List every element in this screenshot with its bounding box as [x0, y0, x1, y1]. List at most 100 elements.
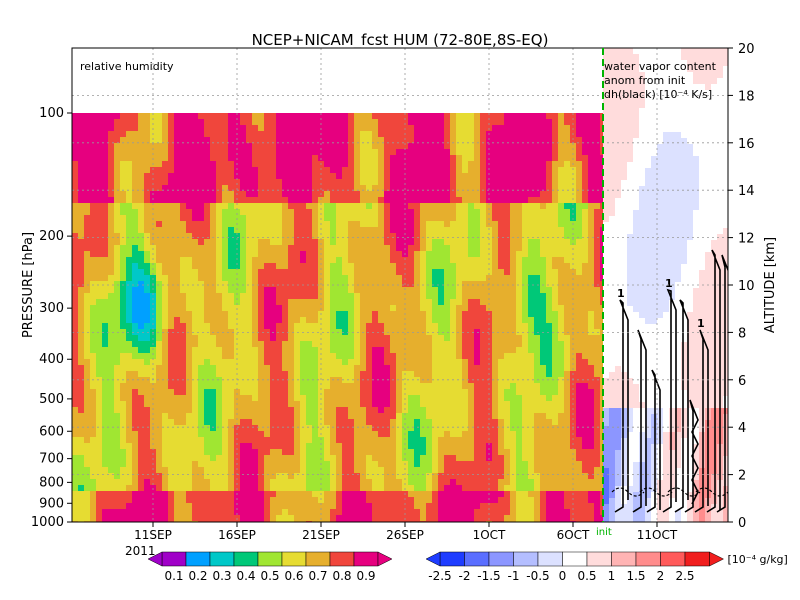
- rh-cell: [102, 239, 109, 246]
- rh-cell: [258, 413, 265, 420]
- rh-cell: [348, 353, 355, 360]
- rh-cell: [210, 467, 217, 474]
- rh-cell: [450, 119, 457, 126]
- rh-cell: [330, 371, 337, 378]
- rh-cell: [198, 215, 205, 222]
- rh-cell: [288, 503, 295, 510]
- rh-cell: [114, 449, 121, 456]
- rh-cell: [216, 281, 223, 288]
- rh-cell: [180, 143, 187, 150]
- rh-cell: [216, 275, 223, 282]
- rh-cell: [432, 215, 439, 222]
- rh-cell: [306, 299, 313, 306]
- rh-cell: [360, 503, 367, 510]
- rh-cell: [180, 353, 187, 360]
- rh-cell: [492, 395, 499, 402]
- rh-cell: [84, 305, 91, 312]
- rh-cell: [162, 191, 169, 198]
- rh-cell: [210, 161, 217, 168]
- rh-cell: [264, 341, 271, 348]
- rh-cell: [318, 257, 325, 264]
- rh-cell: [372, 491, 379, 498]
- rh-cell: [408, 293, 415, 300]
- rh-cell: [138, 497, 145, 504]
- rh-cell: [282, 155, 289, 162]
- rh-cell: [252, 425, 259, 432]
- rh-cell: [282, 473, 289, 480]
- rh-cell: [384, 509, 391, 516]
- rh-cell: [102, 203, 109, 210]
- rh-cell: [420, 461, 427, 468]
- rh-cell: [180, 233, 187, 240]
- rh-cell: [144, 323, 151, 330]
- rh-cell: [168, 497, 175, 504]
- rh-cell: [216, 395, 223, 402]
- rh-cell: [342, 263, 349, 270]
- rh-cell: [414, 257, 421, 264]
- rh-cell: [276, 311, 283, 318]
- rh-cell: [120, 491, 127, 498]
- rh-cell: [426, 269, 433, 276]
- rh-cell: [240, 353, 247, 360]
- rh-cell: [342, 359, 349, 366]
- rh-cell: [192, 299, 199, 306]
- rh-cell: [378, 311, 385, 318]
- rh-cell: [216, 131, 223, 138]
- rh-cell: [408, 137, 415, 144]
- rh-cell: [384, 287, 391, 294]
- rh-cell: [366, 443, 373, 450]
- rh-cell: [108, 131, 115, 138]
- rh-cell: [504, 191, 511, 198]
- rh-cell: [144, 299, 151, 306]
- rh-cell: [252, 227, 259, 234]
- rh-cell: [126, 443, 133, 450]
- rh-cell: [426, 179, 433, 186]
- rh-cell: [90, 455, 97, 462]
- rh-cell: [144, 467, 151, 474]
- rh-cell: [408, 491, 415, 498]
- rh-cell: [210, 335, 217, 342]
- rh-cell: [150, 209, 157, 216]
- rh-cell: [396, 269, 403, 276]
- rh-cell: [354, 161, 361, 168]
- rh-cell: [480, 293, 487, 300]
- rh-cell: [378, 347, 385, 354]
- rh-cell: [168, 395, 175, 402]
- rh-cell: [96, 419, 103, 426]
- rh-cell: [180, 377, 187, 384]
- rh-cell: [288, 443, 295, 450]
- rh-cell: [132, 503, 139, 510]
- rh-cell: [282, 221, 289, 228]
- rh-cell: [408, 251, 415, 258]
- rh-cell: [492, 401, 499, 408]
- rh-cell: [498, 449, 505, 456]
- rh-cell: [384, 503, 391, 510]
- rh-cell: [246, 149, 253, 156]
- rh-cell: [180, 359, 187, 366]
- rh-cell: [120, 113, 127, 120]
- rh-cell: [138, 305, 145, 312]
- rh-cell: [150, 197, 157, 204]
- rh-cell: [276, 401, 283, 408]
- rh-cell: [306, 425, 313, 432]
- rh-cell: [144, 353, 151, 360]
- rh-cell: [480, 113, 487, 120]
- rh-cell: [198, 239, 205, 246]
- rh-cell: [384, 419, 391, 426]
- rh-cell: [102, 137, 109, 144]
- rh-cell: [384, 497, 391, 504]
- rh-cell: [234, 137, 241, 144]
- rh-cell: [264, 371, 271, 378]
- rh-cell: [102, 413, 109, 420]
- rh-cell: [324, 389, 331, 396]
- rh-cell: [222, 437, 229, 444]
- rh-cell: [114, 251, 121, 258]
- rh-cell: [426, 149, 433, 156]
- rh-cell: [336, 317, 343, 324]
- rh-cell: [90, 251, 97, 258]
- rh-cell: [324, 395, 331, 402]
- rh-cell: [186, 323, 193, 330]
- rh-cell: [420, 275, 427, 282]
- rh-cell: [162, 131, 169, 138]
- rh-cell: [228, 149, 235, 156]
